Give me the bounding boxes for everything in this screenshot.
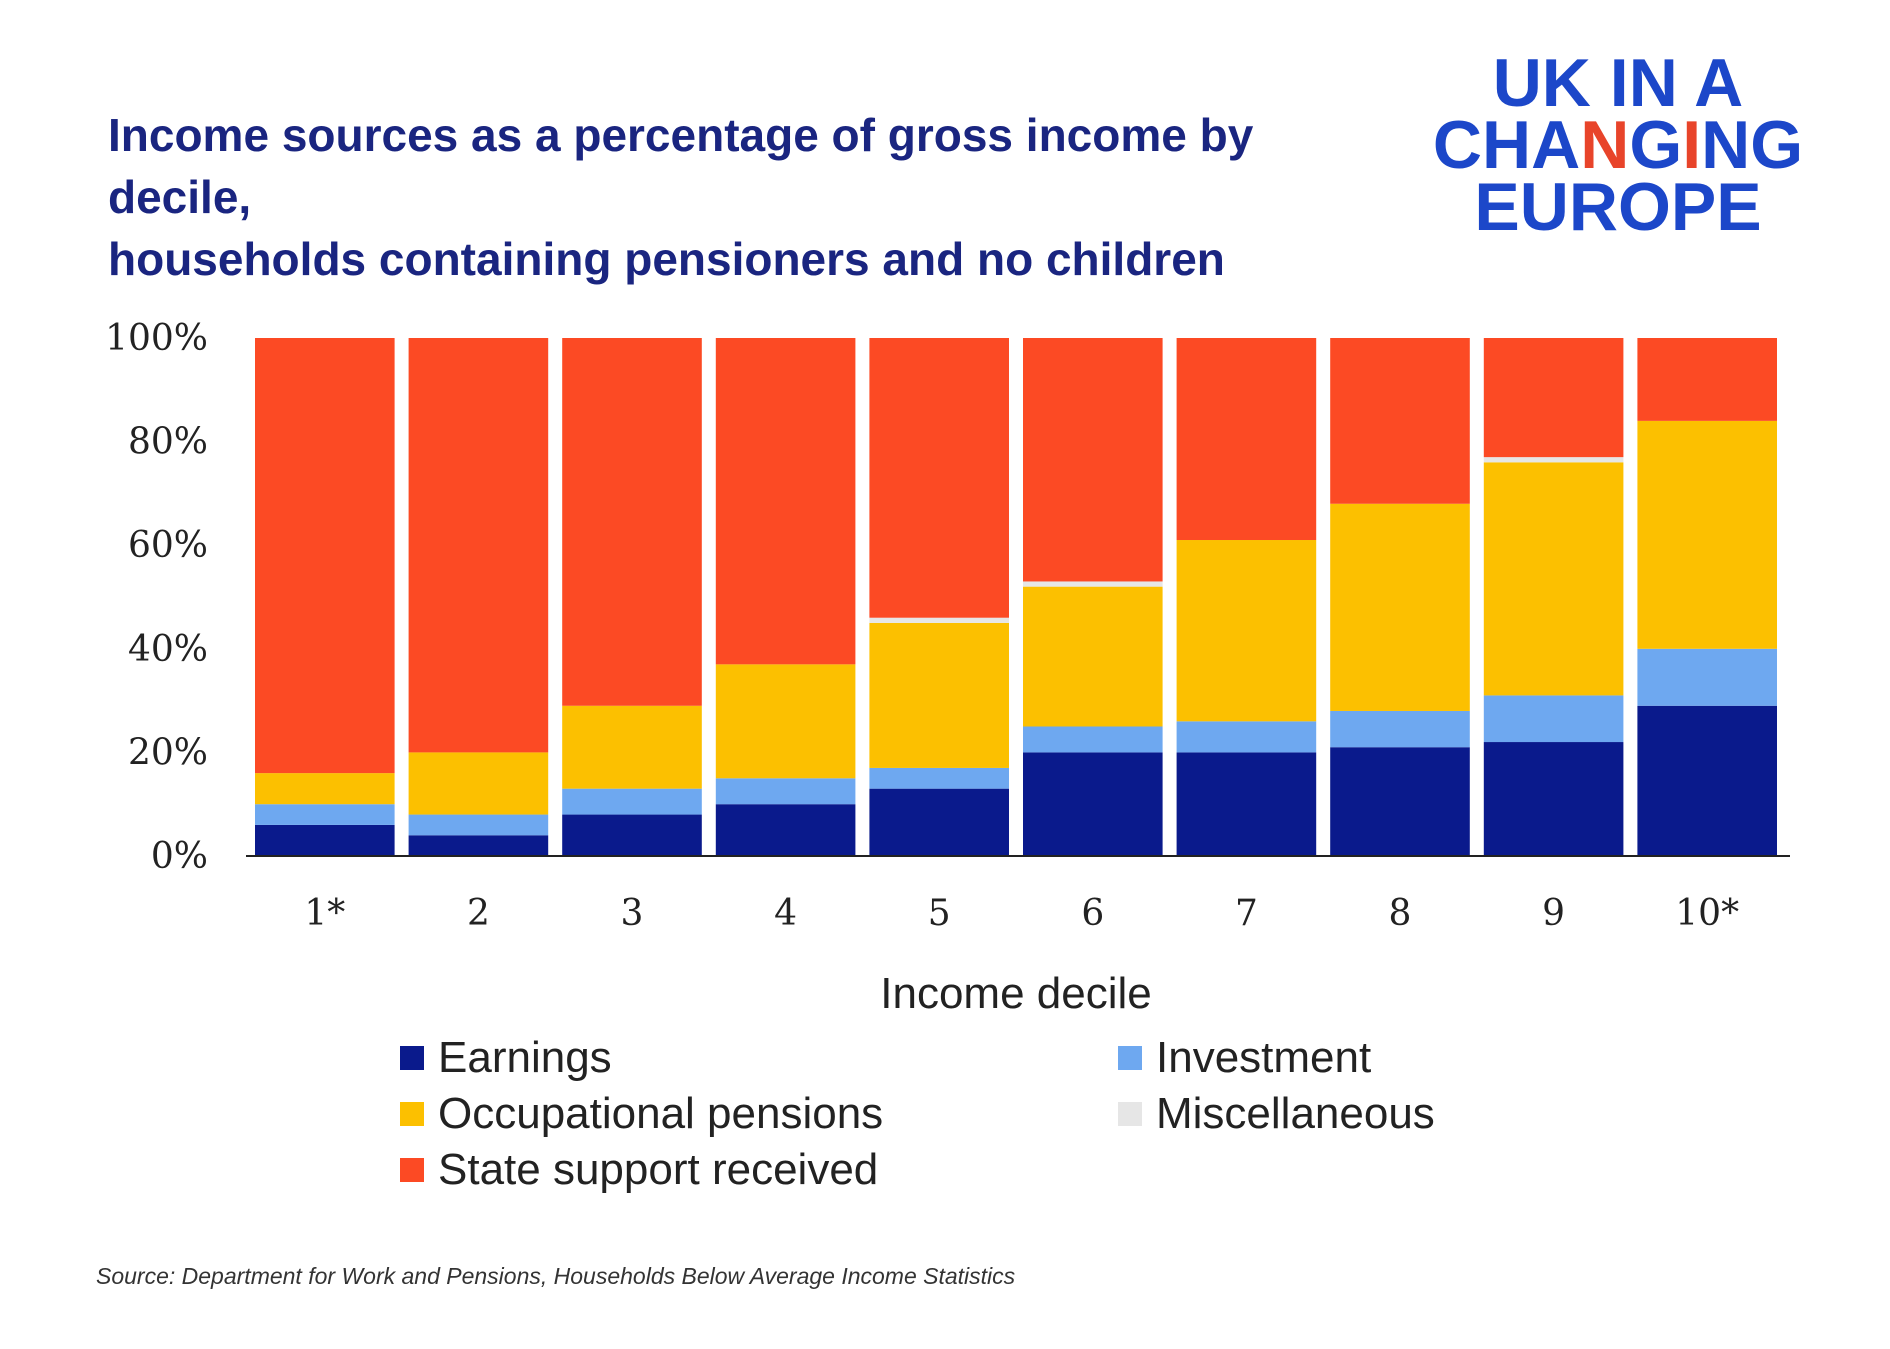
bar-segment-investment-decile-6 [1023, 726, 1163, 753]
bar-segment-occupational-pensions-decile-8 [1330, 503, 1470, 711]
y-tick-label: 20% [128, 732, 208, 773]
x-tick-label: 1* [304, 893, 345, 934]
bar-segment-occupational-pensions-decile-6 [1023, 586, 1163, 727]
chart-title-line-1: Income sources as a percentage of gross … [108, 109, 1254, 223]
chart-title-line-2: households containing pensioners and no … [108, 233, 1225, 285]
x-tick-label: 3 [621, 893, 644, 934]
y-axis-ticks: 0% 20% 40% 60% 80% 100% [105, 318, 208, 877]
bar-segment-earnings-decile-7 [1176, 752, 1317, 856]
logo-line-3: EUROPE [1474, 169, 1762, 245]
x-tick-label: 8 [1389, 893, 1412, 934]
bar-segment-occupational-pensions-decile-1 [255, 773, 395, 805]
chart-title: Income sources as a percentage of gross … [108, 104, 1368, 290]
legend-label: Investment [1156, 1033, 1372, 1082]
bar-segment-occupational-pensions-decile-5 [869, 622, 1009, 768]
bar-segment-occupational-pensions-decile-10 [1637, 420, 1777, 649]
legend-item-state-support-received: State support received [400, 1144, 1118, 1196]
legend-label: Occupational pensions [438, 1089, 884, 1138]
legend-swatch [1118, 1102, 1142, 1126]
x-tick-label: 6 [1081, 893, 1104, 934]
bar-segment-investment-decile-3 [562, 788, 702, 815]
bar-segment-state-support-received-decile-9 [1483, 338, 1624, 458]
x-tick-label: 7 [1235, 893, 1258, 934]
bar-segment-earnings-decile-3 [562, 814, 702, 856]
legend-swatch [400, 1158, 424, 1182]
y-tick-label: 80% [128, 422, 208, 463]
bar-segment-investment-decile-7 [1176, 721, 1317, 753]
bar-segment-occupational-pensions-decile-9 [1483, 462, 1624, 696]
bar-segment-state-support-received-decile-10 [1637, 338, 1777, 421]
bar-segment-investment-decile-9 [1483, 695, 1624, 743]
bar-segment-investment-decile-5 [869, 767, 1009, 789]
y-tick-label: 60% [128, 525, 208, 566]
logo-line-1: UK IN A [1492, 45, 1744, 121]
bar-segment-earnings-decile-10 [1637, 705, 1777, 856]
x-axis-ticks: 1* 2 3 4 5 6 7 8 9 10* [304, 893, 1739, 934]
y-tick-label: 0% [151, 836, 208, 877]
legend-item-investment: Investment [1118, 1032, 1500, 1084]
bar-segment-investment-decile-4 [715, 778, 856, 805]
bar-segment-earnings-decile-6 [1023, 752, 1163, 856]
source-note: Source: Department for Work and Pensions… [96, 1263, 1016, 1289]
bar-segment-occupational-pensions-decile-4 [715, 664, 856, 779]
legend-item-miscellaneous: Miscellaneous [1118, 1088, 1500, 1140]
x-axis-label: Income decile [880, 969, 1151, 1018]
bar-segment-state-support-received-decile-3 [562, 338, 702, 706]
logo-accent-n: N [1580, 107, 1630, 183]
bar-segment-miscellaneous-decile-5 [869, 617, 1009, 623]
chart-legend: Earnings Investment Occupational pensions M… [400, 1032, 1500, 1196]
bar-segment-occupational-pensions-decile-2 [408, 752, 549, 815]
bar-segment-occupational-pensions-decile-7 [1176, 540, 1317, 722]
bar-segment-investment-decile-10 [1637, 648, 1777, 706]
y-tick-label: 40% [128, 629, 208, 670]
bar-segment-occupational-pensions-decile-3 [562, 705, 702, 789]
logo-line-2: CHANGING [1408, 111, 1828, 179]
bar-segment-earnings-decile-9 [1483, 742, 1624, 856]
x-tick-label: 9 [1542, 893, 1565, 934]
x-tick-label: 4 [774, 893, 797, 934]
legend-swatch [400, 1102, 424, 1126]
bar-segment-state-support-received-decile-6 [1023, 338, 1163, 582]
bar-segment-investment-decile-8 [1330, 710, 1470, 748]
legend-item-earnings: Earnings [400, 1032, 1118, 1084]
bar-segment-state-support-received-decile-5 [869, 338, 1009, 618]
logo-part: G [1629, 107, 1683, 183]
bar-segment-investment-decile-2 [408, 814, 549, 836]
x-tick-label: 10* [1675, 893, 1739, 934]
bar-segment-investment-decile-1 [255, 804, 395, 825]
bar-segment-state-support-received-decile-4 [715, 338, 856, 665]
x-tick-label: 2 [467, 893, 490, 934]
bar-segment-state-support-received-decile-1 [255, 338, 395, 774]
legend-label: Miscellaneous [1156, 1089, 1435, 1138]
legend-swatch [1118, 1046, 1142, 1070]
legend-swatch [400, 1046, 424, 1070]
logo-part: NG [1701, 107, 1804, 183]
bar-segment-miscellaneous-decile-9 [1483, 457, 1624, 463]
bar-segment-state-support-received-decile-7 [1176, 338, 1317, 541]
uk-in-a-changing-europe-logo: UK IN A CHANGING EUROPE [1408, 45, 1828, 245]
legend-item-occupational-pensions: Occupational pensions [400, 1088, 1118, 1140]
bar-segment-earnings-decile-4 [715, 804, 856, 856]
bar-segment-state-support-received-decile-8 [1330, 338, 1470, 504]
legend-label: State support received [438, 1145, 879, 1194]
x-tick-label: 5 [928, 893, 951, 934]
bar-segment-earnings-decile-8 [1330, 747, 1470, 856]
legend-label: Earnings [438, 1033, 612, 1082]
bar-segment-earnings-decile-1 [255, 824, 395, 856]
bar-segment-earnings-decile-2 [408, 835, 549, 856]
y-tick-label: 100% [105, 318, 208, 359]
logo-accent-i: I [1682, 107, 1702, 183]
bar-segment-miscellaneous-decile-6 [1023, 581, 1163, 587]
bars-group [255, 338, 1777, 856]
bar-segment-earnings-decile-5 [869, 788, 1009, 856]
bar-segment-state-support-received-decile-2 [408, 338, 549, 753]
logo-part: CHA [1432, 107, 1581, 183]
